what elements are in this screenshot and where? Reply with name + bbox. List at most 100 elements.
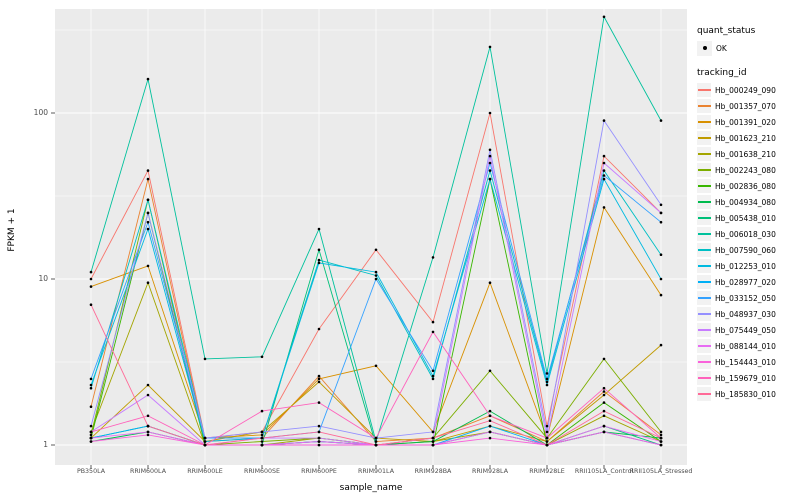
series-color-line-icon (697, 137, 711, 139)
data-point (659, 440, 663, 443)
data-point (602, 161, 606, 165)
series-color-line-icon (697, 345, 711, 347)
data-point (659, 430, 663, 434)
series-color-line-icon (697, 249, 711, 251)
plot-panel (51, 9, 687, 469)
data-point (374, 248, 378, 252)
data-point (431, 256, 435, 259)
data-point (659, 343, 663, 347)
legend-key-box (697, 275, 711, 289)
data-point (89, 285, 93, 288)
data-point (317, 261, 321, 265)
data-point (146, 433, 150, 437)
data-point (89, 377, 93, 381)
series-color-line-icon (697, 169, 711, 171)
series-color-line-icon (697, 281, 711, 283)
data-point (488, 161, 492, 165)
data-point (146, 424, 150, 428)
data-point (146, 383, 150, 387)
legend-item-label: Hb_006018_030 (715, 229, 776, 239)
legend-item-label: Hb_033152_050 (715, 293, 776, 303)
data-point (374, 277, 378, 281)
data-point (545, 380, 549, 384)
data-point (488, 169, 492, 172)
data-point (431, 330, 435, 334)
legend-item-Hb_088144_010: Hb_088144_010 (697, 338, 797, 354)
series-color-line-icon (697, 377, 711, 379)
data-point (374, 443, 378, 447)
data-point (89, 277, 93, 281)
data-point (602, 409, 606, 413)
data-point (89, 386, 93, 390)
legend-key-box (697, 179, 711, 193)
data-point (602, 119, 606, 122)
data-point (488, 154, 492, 158)
legend-key-box (697, 195, 711, 209)
data-point (602, 206, 606, 209)
data-point (317, 430, 321, 434)
data-point (488, 148, 492, 152)
legend-item-Hb_005438_010: Hb_005438_010 (697, 210, 797, 226)
data-point (146, 430, 150, 434)
legend-item-Hb_000249_090: Hb_000249_090 (697, 82, 797, 98)
data-point (146, 177, 150, 181)
data-point (659, 277, 663, 281)
data-point (431, 320, 435, 324)
data-point (431, 443, 435, 447)
series-color-line-icon (697, 201, 711, 203)
data-point (659, 436, 663, 440)
legend-item-Hb_185830_010: Hb_185830_010 (697, 386, 797, 402)
legend-item-label: Hb_154443_010 (715, 357, 776, 367)
data-point (260, 440, 264, 443)
data-point (260, 443, 264, 447)
data-point (431, 377, 435, 381)
legend-key-box (697, 339, 711, 353)
legend-key-box (697, 115, 711, 129)
series-color-line-icon (697, 297, 711, 299)
x-axis-title: sample_name (339, 483, 403, 493)
legend-item-label: Hb_001357_070 (715, 101, 776, 111)
legend-item-label: Hb_004934_080 (715, 197, 776, 207)
series-color-line-icon (697, 217, 711, 219)
series-color-line-icon (697, 233, 711, 235)
legend-item-Hb_154443_010: Hb_154443_010 (697, 354, 797, 370)
data-point (89, 270, 93, 274)
y-axis-title: FPKM + 1 (7, 208, 17, 252)
series-color-line-icon (697, 153, 711, 155)
legend-key-box (697, 259, 711, 273)
data-point (545, 383, 549, 387)
data-point (602, 15, 606, 19)
data-point (374, 274, 378, 277)
legend-item-Hb_001638_210: Hb_001638_210 (697, 146, 797, 162)
data-point (260, 433, 264, 437)
legend-key-box (697, 83, 711, 97)
data-point (146, 227, 150, 231)
data-point (374, 364, 378, 368)
legend-item-quant-ok: OK (697, 40, 797, 56)
data-point (602, 393, 606, 397)
data-point (602, 390, 606, 393)
series-color-line-icon (697, 105, 711, 107)
data-point (317, 227, 321, 231)
data-point (602, 386, 606, 390)
data-point (659, 253, 663, 256)
legend-item-Hb_001391_020: Hb_001391_020 (697, 114, 797, 130)
legend-item-label: Hb_007590_060 (715, 245, 776, 255)
data-point (146, 264, 150, 268)
data-point (146, 220, 150, 224)
data-point (431, 440, 435, 443)
legend-item-Hb_002243_080: Hb_002243_080 (697, 162, 797, 178)
data-point (431, 369, 435, 373)
legend-item-label: Hb_048937_030 (715, 309, 776, 319)
legend: quant_status OK tracking_id Hb_000249_09… (697, 20, 797, 402)
x-tick-label-RRIM901LA: RRIM901LA (357, 468, 395, 475)
legend-item-Hb_012253_010: Hb_012253_010 (697, 258, 797, 274)
data-point (89, 430, 93, 434)
legend-item-Hb_075449_050: Hb_075449_050 (697, 322, 797, 338)
data-point (89, 405, 93, 409)
data-point (659, 211, 663, 215)
legend-key-box (697, 99, 711, 113)
data-point (659, 293, 663, 297)
data-point (374, 436, 378, 440)
